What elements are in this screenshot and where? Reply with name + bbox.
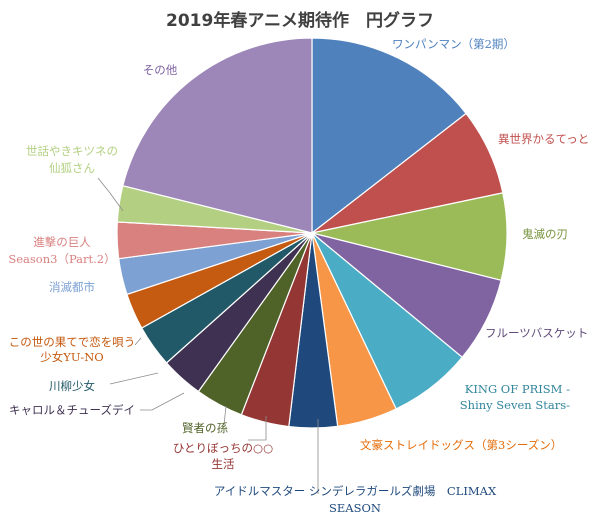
slice-label: 世話やきキツネの仙狐さん: [26, 144, 118, 175]
slice-label: アイドルマスター シンデレラガールズ劇場 CLIMAX SEASON: [214, 484, 497, 515]
slice-label-line: 川柳少女: [49, 379, 95, 393]
slice-label: ワンパンマン（第2期）: [392, 37, 515, 51]
slice-label-line: 消滅都市: [49, 280, 95, 294]
slice-label-line: SEASON: [329, 501, 381, 515]
slice-label-line: 進撃の巨人: [33, 235, 91, 249]
slice-label-line: Season3（Part.2）: [8, 252, 115, 266]
slice-label-line: キャロル＆チューズデイ: [9, 403, 135, 417]
slice-label: キャロル＆チューズデイ: [9, 403, 135, 417]
slice-label: 川柳少女: [49, 379, 95, 393]
slice-label-line: 少女YU-NO: [40, 350, 103, 364]
slice-label-line: アイドルマスター シンデレラガールズ劇場 CLIMAX: [214, 484, 497, 498]
slice-label: 消滅都市: [49, 280, 95, 294]
slice-label-line: 世話やきキツネの: [26, 144, 118, 158]
slice-label: KING OF PRISM - Shiny Seven Stars-: [460, 382, 570, 412]
slice-label-line: ひとりぼっちの○○: [173, 441, 273, 455]
pie-slice: [311, 37, 467, 235]
leader-line: [134, 337, 142, 346]
slice-label-line: この世の果てで恋を唄う: [9, 335, 136, 349]
slice-label-line: フルーツバスケット: [485, 326, 588, 340]
slice-label: この世の果てで恋を唄う少女YU-NO: [9, 335, 136, 364]
leader-line: [248, 416, 267, 441]
slice-label-line: その他: [143, 63, 178, 77]
slice-label-line: 生活: [212, 457, 235, 471]
leader-line: [109, 372, 159, 385]
pie-slices: [116, 37, 508, 429]
slice-label: ひとりぼっちの○○ 生活: [173, 441, 273, 471]
slice-label-line: 賢者の孫: [182, 421, 228, 435]
slice-label: 鬼滅の刃: [522, 227, 568, 241]
chart-title: 2019年春アニメ期待作 円グラフ: [166, 10, 434, 31]
slice-label-line: 仙狐さん: [49, 161, 95, 175]
pie-slice: [122, 37, 313, 234]
slice-label-line: ワンパンマン（第2期）: [392, 37, 515, 51]
slice-label-line: 異世界かるてっと: [498, 132, 589, 146]
slice-label-line: 鬼滅の刃: [522, 227, 568, 241]
leader-line: [140, 392, 185, 411]
slice-label-line: 文豪ストレイドッグス（第3シーズン）: [360, 438, 562, 452]
leader-line: [223, 405, 227, 426]
slice-label-line: KING OF PRISM -: [465, 382, 570, 396]
leader-lines: [97, 177, 319, 494]
slice-label-line: Shiny Seven Stars-: [460, 398, 570, 412]
slice-label: 賢者の孫: [182, 421, 228, 435]
slice-label: 進撃の巨人 Season3（Part.2）: [8, 235, 115, 266]
slice-label: 文豪ストレイドッグス（第3シーズン）: [360, 438, 562, 452]
slice-label: フルーツバスケット: [485, 326, 588, 340]
slice-label: 異世界かるてっと: [498, 132, 589, 146]
leader-line: [97, 177, 124, 212]
slice-label: その他: [143, 63, 178, 77]
